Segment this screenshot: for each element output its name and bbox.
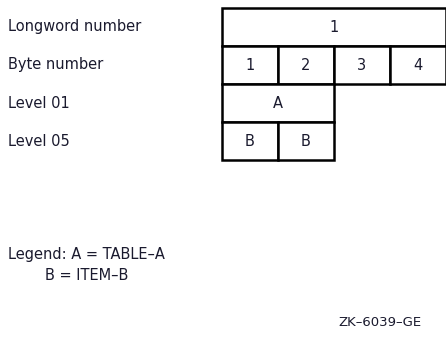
Bar xyxy=(222,122,278,160)
Bar xyxy=(278,122,334,160)
Bar xyxy=(222,8,446,46)
Bar xyxy=(278,46,334,84)
Text: Level 05: Level 05 xyxy=(8,133,70,149)
Text: Legend: A = TABLE–A: Legend: A = TABLE–A xyxy=(8,248,165,262)
Bar xyxy=(334,46,390,84)
Text: Level 01: Level 01 xyxy=(8,95,70,110)
Text: B: B xyxy=(301,133,311,149)
Text: A: A xyxy=(273,95,283,110)
Bar xyxy=(222,84,334,122)
Text: B: B xyxy=(245,133,255,149)
Text: 1: 1 xyxy=(330,20,339,35)
Text: Longword number: Longword number xyxy=(8,20,141,35)
Bar xyxy=(390,46,446,84)
Bar xyxy=(222,46,278,84)
Text: B = ITEM–B: B = ITEM–B xyxy=(8,268,128,283)
Text: 3: 3 xyxy=(357,58,367,72)
Text: Byte number: Byte number xyxy=(8,58,103,72)
Text: ZK–6039–GE: ZK–6039–GE xyxy=(339,317,421,330)
Text: 4: 4 xyxy=(413,58,423,72)
Text: 1: 1 xyxy=(245,58,255,72)
Text: 2: 2 xyxy=(301,58,311,72)
